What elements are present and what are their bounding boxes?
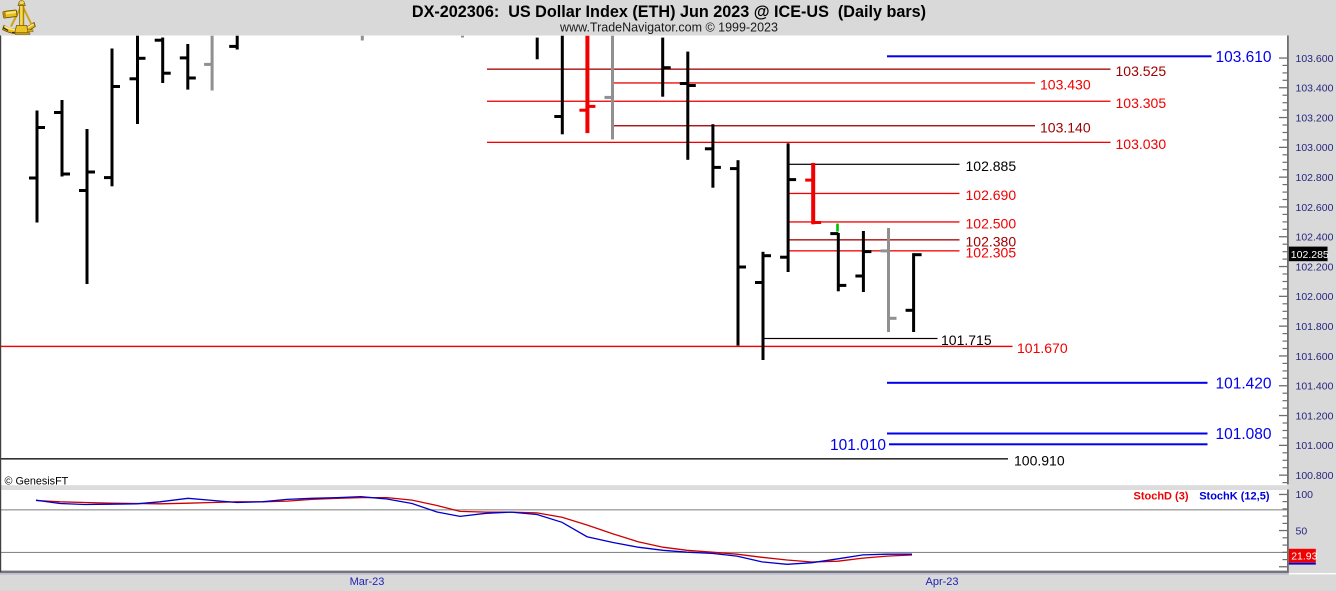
svg-text:102.885: 102.885 — [966, 158, 1017, 174]
svg-text:101.800: 101.800 — [1296, 321, 1334, 333]
svg-text:50: 50 — [1296, 525, 1308, 537]
svg-text:100.800: 100.800 — [1296, 470, 1334, 482]
svg-text:102.000: 102.000 — [1296, 291, 1334, 303]
svg-text:21.93: 21.93 — [1291, 551, 1317, 563]
svg-text:101.200: 101.200 — [1296, 410, 1334, 422]
svg-text:© GenesisFT: © GenesisFT — [5, 476, 69, 488]
svg-text:102.600: 102.600 — [1296, 202, 1334, 214]
svg-text:103.610: 103.610 — [1216, 49, 1272, 66]
svg-text:Mar-23: Mar-23 — [350, 576, 385, 588]
svg-text:103.000: 103.000 — [1296, 142, 1334, 154]
svg-text:103.430: 103.430 — [1040, 77, 1091, 93]
svg-text:DX-202306: US Dollar Index (E: DX-202306: US Dollar Index (ETH) Jun 202… — [412, 3, 926, 21]
svg-text:101.600: 101.600 — [1296, 351, 1334, 363]
svg-text:102.500: 102.500 — [966, 216, 1017, 232]
svg-text:100: 100 — [1296, 489, 1314, 501]
svg-text:100.910: 100.910 — [1014, 453, 1065, 469]
svg-text:102.380: 102.380 — [966, 234, 1017, 250]
svg-text:103.305: 103.305 — [1116, 95, 1167, 111]
svg-text:102.200: 102.200 — [1296, 261, 1334, 273]
svg-text:101.420: 101.420 — [1216, 375, 1272, 392]
svg-text:101.715: 101.715 — [941, 332, 992, 348]
svg-text:103.140: 103.140 — [1040, 119, 1091, 135]
svg-text:103.525: 103.525 — [1116, 63, 1167, 79]
svg-text:101.670: 101.670 — [1017, 340, 1068, 356]
svg-text:StochK (12,5): StochK (12,5) — [1199, 490, 1270, 502]
svg-text:101.000: 101.000 — [1296, 440, 1334, 452]
svg-text:101.400: 101.400 — [1296, 381, 1334, 393]
svg-text:103.030: 103.030 — [1116, 136, 1167, 152]
svg-text:www.TradeNavigator.com © 1999-: www.TradeNavigator.com © 1999-2023 — [559, 21, 778, 35]
svg-text:102.305: 102.305 — [966, 244, 1017, 260]
svg-text:102.800: 102.800 — [1296, 172, 1334, 184]
svg-text:103.200: 103.200 — [1296, 112, 1334, 124]
svg-text:103.400: 103.400 — [1296, 83, 1334, 95]
svg-text:102.285: 102.285 — [1291, 249, 1329, 261]
svg-text:StochD (3): StochD (3) — [1134, 490, 1189, 502]
svg-text:102.690: 102.690 — [966, 187, 1017, 203]
svg-text:102.400: 102.400 — [1296, 232, 1334, 244]
svg-text:101.080: 101.080 — [1216, 426, 1272, 443]
svg-text:Apr-23: Apr-23 — [925, 576, 958, 588]
svg-text:101.010: 101.010 — [830, 437, 886, 454]
svg-text:103.600: 103.600 — [1296, 53, 1334, 65]
